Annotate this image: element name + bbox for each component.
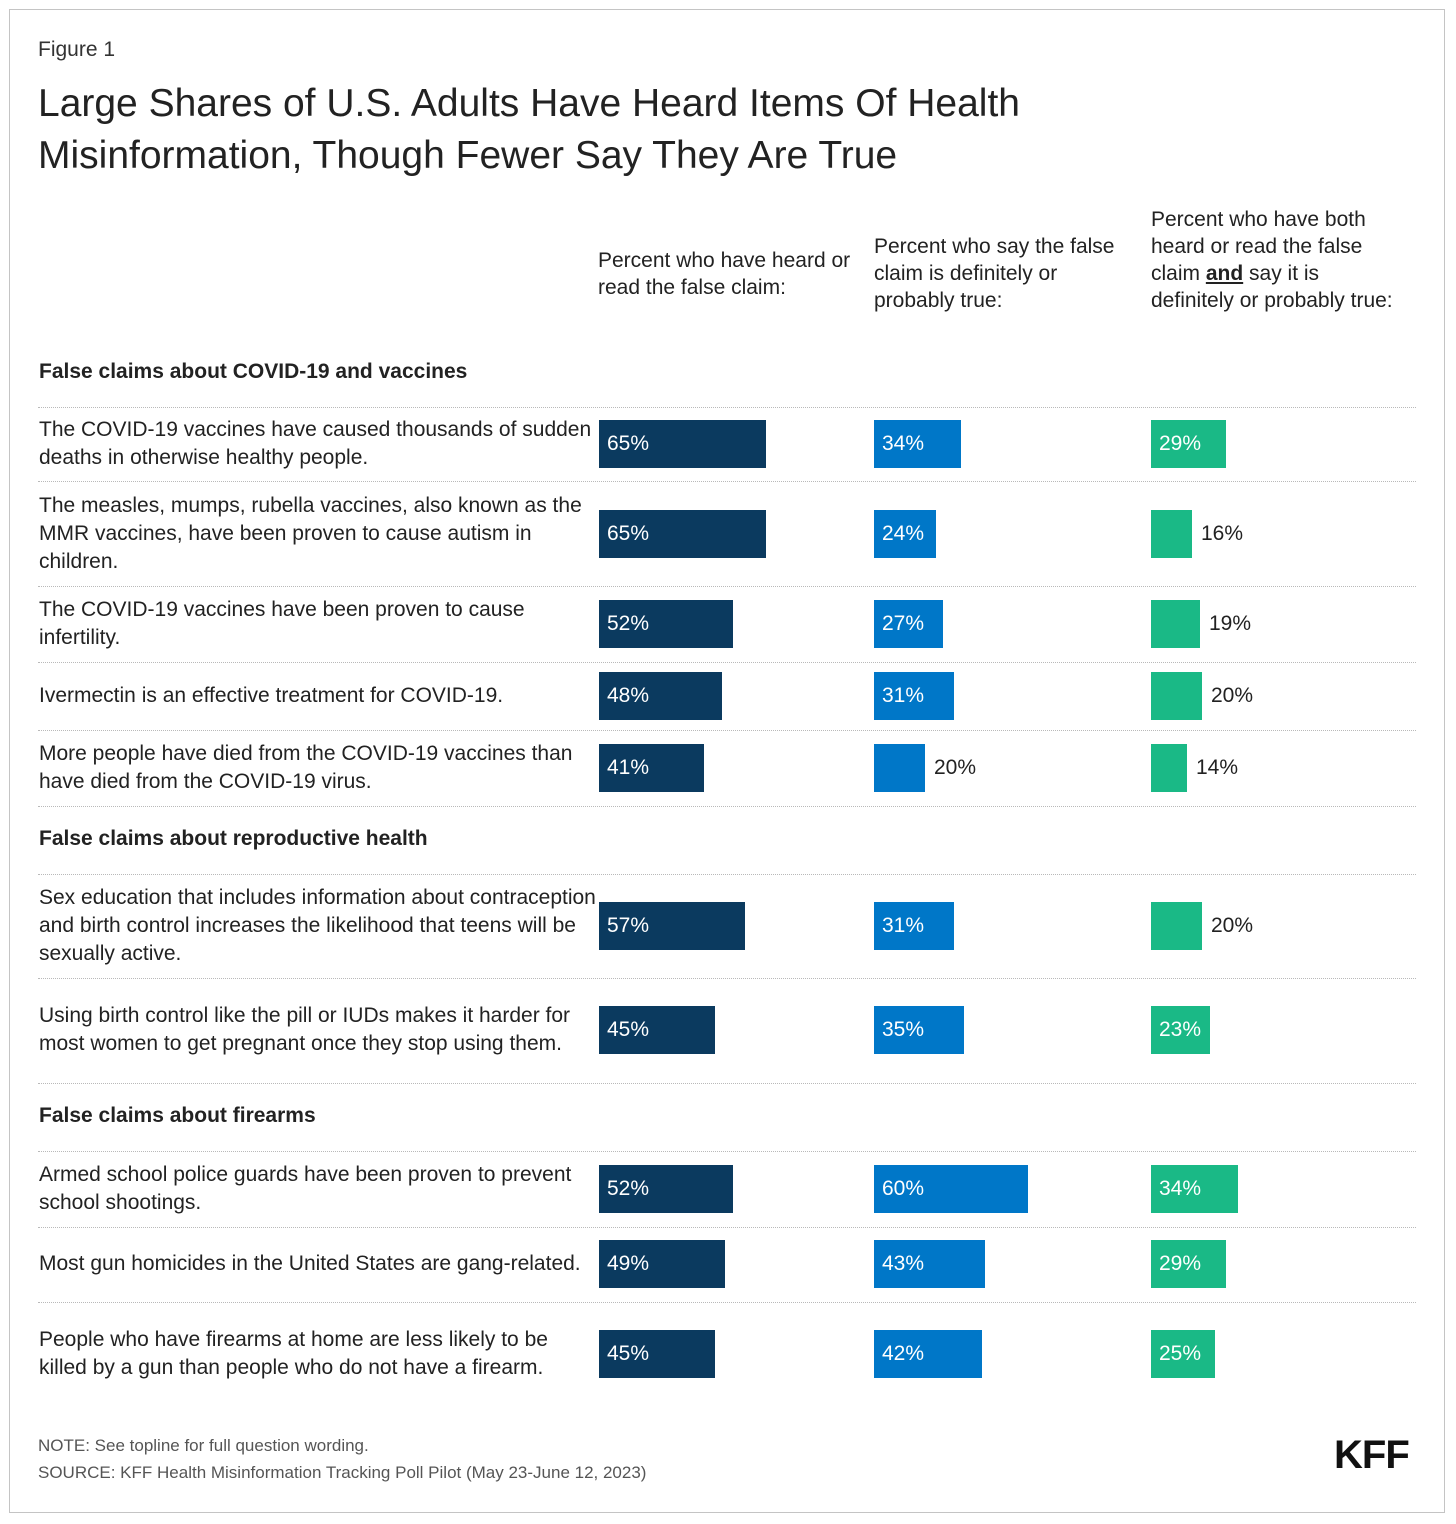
row-label: Using birth control like the pill or IUD… — [39, 1004, 571, 1055]
bar-both — [1151, 1006, 1210, 1054]
section-title: False claims about reproductive health — [39, 827, 428, 850]
kff-logo: KFF — [1334, 1433, 1410, 1477]
value-label-heard: 65% — [607, 432, 650, 455]
row-label: The measles, mumps, rubella vaccines, al… — [39, 494, 582, 573]
row-label: More people have died from the COVID-19 … — [39, 742, 573, 793]
bar-true — [874, 1240, 985, 1288]
value-label-true: 34% — [882, 432, 925, 455]
bar-heard — [599, 1006, 715, 1054]
bar-heard — [599, 672, 722, 720]
value-label-both: 23% — [1159, 1018, 1202, 1041]
value-label-heard: 48% — [607, 684, 650, 707]
note-text: NOTE: See topline for full question word… — [38, 1436, 369, 1455]
row-divider — [38, 730, 1416, 731]
value-label-true: 60% — [882, 1177, 925, 1200]
row-divider — [38, 1302, 1416, 1303]
value-label-both: 19% — [1209, 612, 1252, 635]
bar-true — [874, 600, 943, 648]
row-label: Ivermectin is an effective treatment for… — [39, 684, 504, 707]
row-divider — [38, 1083, 1416, 1084]
value-label-true: 35% — [882, 1018, 925, 1041]
column-header-true: Percent who say the false claim is defin… — [874, 235, 1115, 312]
value-label-heard: 49% — [607, 1252, 650, 1275]
value-label-both: 29% — [1159, 432, 1202, 455]
row-divider — [38, 1151, 1416, 1152]
value-label-heard: 57% — [607, 914, 650, 937]
bar-heard — [599, 1330, 715, 1378]
row-label: Sex education that includes information … — [39, 886, 596, 965]
section-title: False claims about firearms — [39, 1104, 316, 1127]
bar-both — [1151, 1165, 1238, 1213]
bar-true — [874, 1330, 982, 1378]
row-label: Most gun homicides in the United States … — [39, 1252, 581, 1275]
bar-heard — [599, 1240, 725, 1288]
bar-both — [1151, 672, 1202, 720]
value-label-true: 42% — [882, 1342, 925, 1365]
row-divider — [38, 978, 1416, 979]
bar-true — [874, 902, 954, 950]
value-label-true: 20% — [934, 756, 977, 779]
row-divider — [38, 1227, 1416, 1228]
bar-heard — [599, 744, 704, 792]
row-divider — [38, 662, 1416, 663]
value-label-heard: 52% — [607, 1177, 650, 1200]
column-header-both-pre: Percent who have both heard or read the … — [1151, 208, 1366, 285]
value-label-heard: 45% — [607, 1018, 650, 1041]
row-label: The COVID-19 vaccines have been proven t… — [39, 598, 525, 649]
row-label: People who have firearms at home are les… — [39, 1328, 548, 1379]
value-label-heard: 65% — [607, 522, 650, 545]
value-label-heard: 41% — [607, 756, 650, 779]
bar-true — [874, 744, 925, 792]
column-header-heard: Percent who have heard or read the false… — [598, 249, 851, 299]
bar-both — [1151, 600, 1200, 648]
bar-heard — [599, 902, 745, 950]
bar-true — [874, 510, 936, 558]
column-header-both-emphasis: and — [1205, 262, 1244, 285]
value-label-both: 14% — [1196, 756, 1239, 779]
bar-true — [874, 1006, 964, 1054]
bar-heard — [599, 420, 766, 468]
value-label-both: 29% — [1159, 1252, 1202, 1275]
value-label-true: 27% — [882, 612, 925, 635]
value-label-true: 31% — [882, 914, 925, 937]
row-divider — [38, 481, 1416, 482]
value-label-heard: 45% — [607, 1342, 650, 1365]
bar-both — [1151, 1330, 1215, 1378]
bar-both — [1151, 420, 1226, 468]
bar-both — [1151, 902, 1202, 950]
column-header-both-post: say it is definitely or probably true: — [1151, 262, 1393, 312]
value-label-both: 20% — [1211, 914, 1254, 937]
value-label-both: 34% — [1159, 1177, 1202, 1200]
value-label-both: 25% — [1159, 1342, 1202, 1365]
bar-heard — [599, 600, 733, 648]
value-label-both: 20% — [1211, 684, 1254, 707]
bar-both — [1151, 744, 1187, 792]
row-divider — [38, 874, 1416, 875]
bar-both — [1151, 510, 1192, 558]
row-label: The COVID-19 vaccines have caused thousa… — [39, 418, 592, 469]
bar-true — [874, 672, 954, 720]
bar-true — [874, 1165, 1028, 1213]
section-title: False claims about COVID-19 and vaccines — [39, 360, 468, 383]
bar-heard — [599, 1165, 733, 1213]
bar-both — [1151, 1240, 1226, 1288]
value-label-true: 43% — [882, 1252, 925, 1275]
chart-title: Large Shares of U.S. Adults Have Heard I… — [38, 82, 1020, 177]
value-label-heard: 52% — [607, 612, 650, 635]
value-label-true: 24% — [882, 522, 925, 545]
column-header-both: Percent who have both heard or read the … — [1151, 206, 1396, 314]
bar-heard — [599, 510, 766, 558]
bar-true — [874, 420, 961, 468]
row-label: Armed school police guards have been pro… — [39, 1163, 572, 1214]
figure-label: Figure 1 — [38, 38, 116, 61]
row-divider — [38, 407, 1416, 408]
value-label-both: 16% — [1201, 522, 1244, 545]
source-text: SOURCE: KFF Health Misinformation Tracki… — [38, 1463, 647, 1482]
row-divider — [38, 806, 1416, 807]
value-label-true: 31% — [882, 684, 925, 707]
row-divider — [38, 586, 1416, 587]
